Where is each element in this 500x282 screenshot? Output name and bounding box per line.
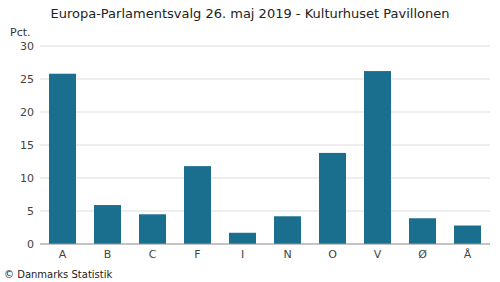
grid [40, 46, 490, 244]
bar [274, 216, 301, 244]
bar [49, 74, 76, 244]
bar [409, 218, 436, 244]
bar [94, 205, 121, 244]
x-tick-label: V [374, 248, 382, 261]
grid-line [40, 112, 490, 113]
bars [49, 71, 481, 244]
x-tick-label: N [283, 248, 291, 261]
grid-line [40, 79, 490, 80]
x-tick-label: Ø [418, 248, 427, 261]
y-tick-label: 20 [20, 106, 34, 119]
y-tick-label: 0 [27, 238, 34, 251]
grid-line [40, 145, 490, 146]
x-tick-label: I [241, 248, 244, 261]
x-tick-label: O [328, 248, 337, 261]
grid-line [40, 244, 490, 245]
bar [364, 71, 391, 244]
chart-container: Europa-Parlamentsvalg 26. maj 2019 - Kul… [0, 0, 500, 282]
y-tick-label: 5 [27, 205, 34, 218]
bar [229, 233, 256, 244]
grid-line [40, 46, 490, 47]
x-tick-label: Å [464, 248, 472, 261]
y-tick-label: 30 [20, 40, 34, 53]
bar [454, 226, 481, 244]
y-tick-label: 10 [20, 172, 34, 185]
y-tick-label: 15 [20, 139, 34, 152]
x-tick-label: B [104, 248, 112, 261]
grid-line [40, 178, 490, 179]
chart-svg: Europa-Parlamentsvalg 26. maj 2019 - Kul… [0, 0, 500, 282]
y-axis-label: Pct. [10, 26, 31, 39]
title: Europa-Parlamentsvalg 26. maj 2019 - Kul… [50, 6, 449, 21]
bar [184, 166, 211, 244]
bar [139, 214, 166, 244]
y-tick-label: 25 [20, 73, 34, 86]
bar [319, 153, 346, 244]
x-axis-line [40, 244, 490, 245]
x-tick-label: C [149, 248, 157, 261]
footer: © Danmarks Statistik [4, 269, 113, 280]
x-tick-label: F [194, 248, 200, 261]
x-tick-label: A [59, 248, 67, 261]
